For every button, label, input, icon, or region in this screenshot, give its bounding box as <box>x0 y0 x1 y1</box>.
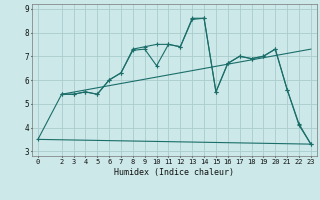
X-axis label: Humidex (Indice chaleur): Humidex (Indice chaleur) <box>115 168 234 177</box>
